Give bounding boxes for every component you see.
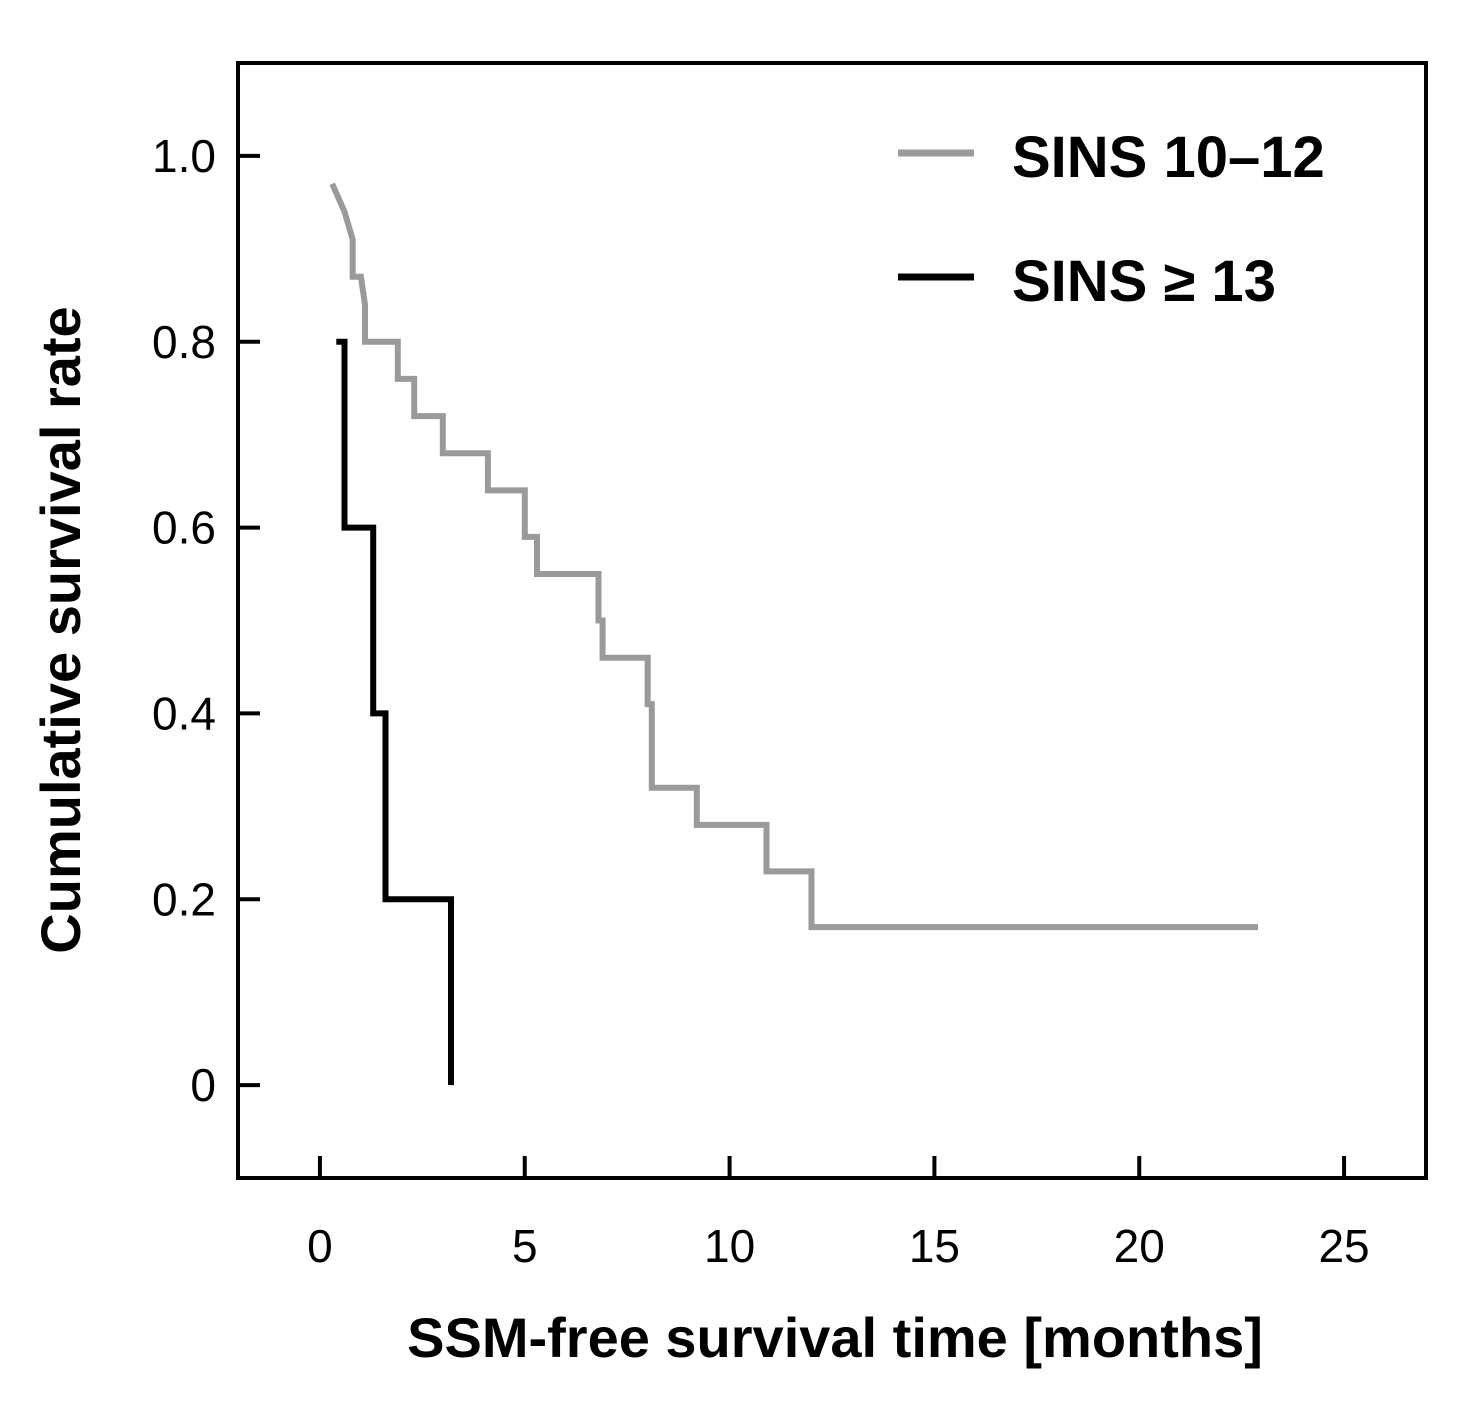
series-line-1 [336,338,454,1086]
legend-label-sins-10-12: SINS 10–12 [1012,125,1325,190]
y-axis-title: Cumulative survival rate [29,306,92,953]
plot-frame [236,61,1428,1180]
y-tick-label: 1.0 [152,130,216,182]
x-axis-title: SSM-free survival time [months] [407,1306,1263,1369]
x-tick-label: 20 [1114,1220,1165,1272]
x-tick-label: 5 [512,1220,538,1272]
x-tick-label: 10 [704,1220,755,1272]
x-tick-label: 25 [1318,1220,1369,1272]
y-tick-label: 0.8 [152,316,216,368]
y-tick-label: 0 [190,1059,216,1111]
x-axis-ticks: 0 5 10 15 20 25 [307,1156,1370,1272]
y-tick-label: 0.4 [152,687,216,739]
y-tick-label: 0.2 [152,873,216,925]
series-layer [329,182,1258,1086]
series-line-0 [329,182,1258,931]
legend-label-sins-13-plus: SINS ≥ 13 [1012,249,1276,314]
y-axis-ticks: 0 0.2 0.4 0.6 0.8 1.0 [152,130,260,1111]
x-tick-label: 0 [307,1220,333,1272]
x-tick-label: 15 [909,1220,960,1272]
legend: SINS 10–12 SINS ≥ 13 [898,125,1325,314]
y-tick-label: 0.6 [152,502,216,554]
